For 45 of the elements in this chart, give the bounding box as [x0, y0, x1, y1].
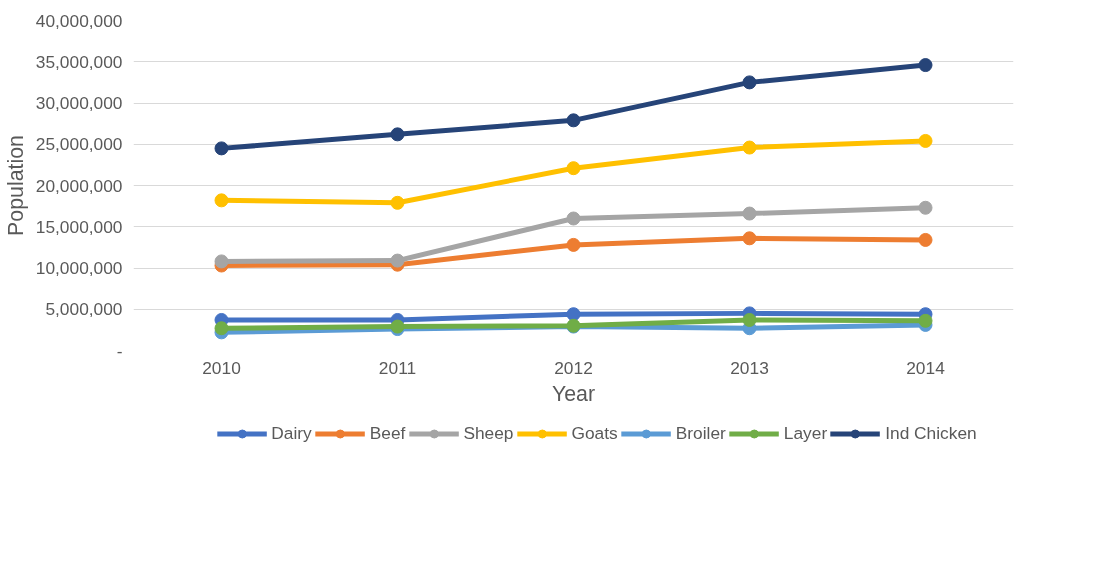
- point: [214, 141, 229, 156]
- x-tick-label: 2013: [730, 357, 769, 378]
- point: [214, 254, 229, 269]
- legend-label: Dairy: [271, 422, 312, 444]
- point: [918, 232, 933, 247]
- point: [742, 206, 757, 221]
- x-tick-label: 2011: [378, 357, 417, 378]
- y-tick-label: 30,000,000: [35, 93, 123, 113]
- y-tick-label: 15,000,000: [35, 216, 123, 237]
- y-tick-label: 5,000,000: [45, 299, 123, 320]
- point: [214, 193, 229, 208]
- point: [918, 313, 933, 328]
- point: [566, 161, 581, 176]
- legend-label: Goats: [571, 422, 618, 444]
- legend-label: Broiler: [675, 422, 726, 444]
- point: [566, 211, 581, 226]
- point: [566, 113, 581, 128]
- y-tick-label: 10,000,000: [35, 258, 123, 278]
- point: [390, 253, 405, 268]
- legend-label: Ind Chicken: [885, 422, 977, 444]
- y-tick-label: 40,000,000: [35, 10, 123, 31]
- legend-label: Layer: [783, 422, 828, 444]
- point: [214, 321, 229, 336]
- y-tick-label: -: [116, 340, 123, 361]
- x-tick-label: 2012: [554, 357, 593, 378]
- legend-label: Beef: [369, 422, 406, 444]
- point: [390, 195, 405, 210]
- point: [742, 231, 757, 246]
- y-tick-label: 35,000,000: [35, 51, 123, 72]
- point: [918, 133, 933, 148]
- point: [566, 237, 581, 252]
- point: [742, 312, 757, 327]
- x-tick-label: 2010: [202, 357, 241, 378]
- legend-label: Sheep: [463, 422, 514, 444]
- y-tick-label: 25,000,000: [35, 134, 123, 155]
- point: [390, 127, 405, 142]
- point: [918, 58, 933, 73]
- x-tick-label: 2014: [906, 357, 946, 378]
- point: [742, 75, 757, 90]
- y-axis-title: Population: [3, 135, 28, 236]
- x-axis-title: Year: [551, 381, 596, 406]
- point: [742, 140, 757, 155]
- point: [918, 200, 933, 215]
- y-tick-label: 20,000,000: [35, 175, 123, 196]
- point: [566, 307, 581, 322]
